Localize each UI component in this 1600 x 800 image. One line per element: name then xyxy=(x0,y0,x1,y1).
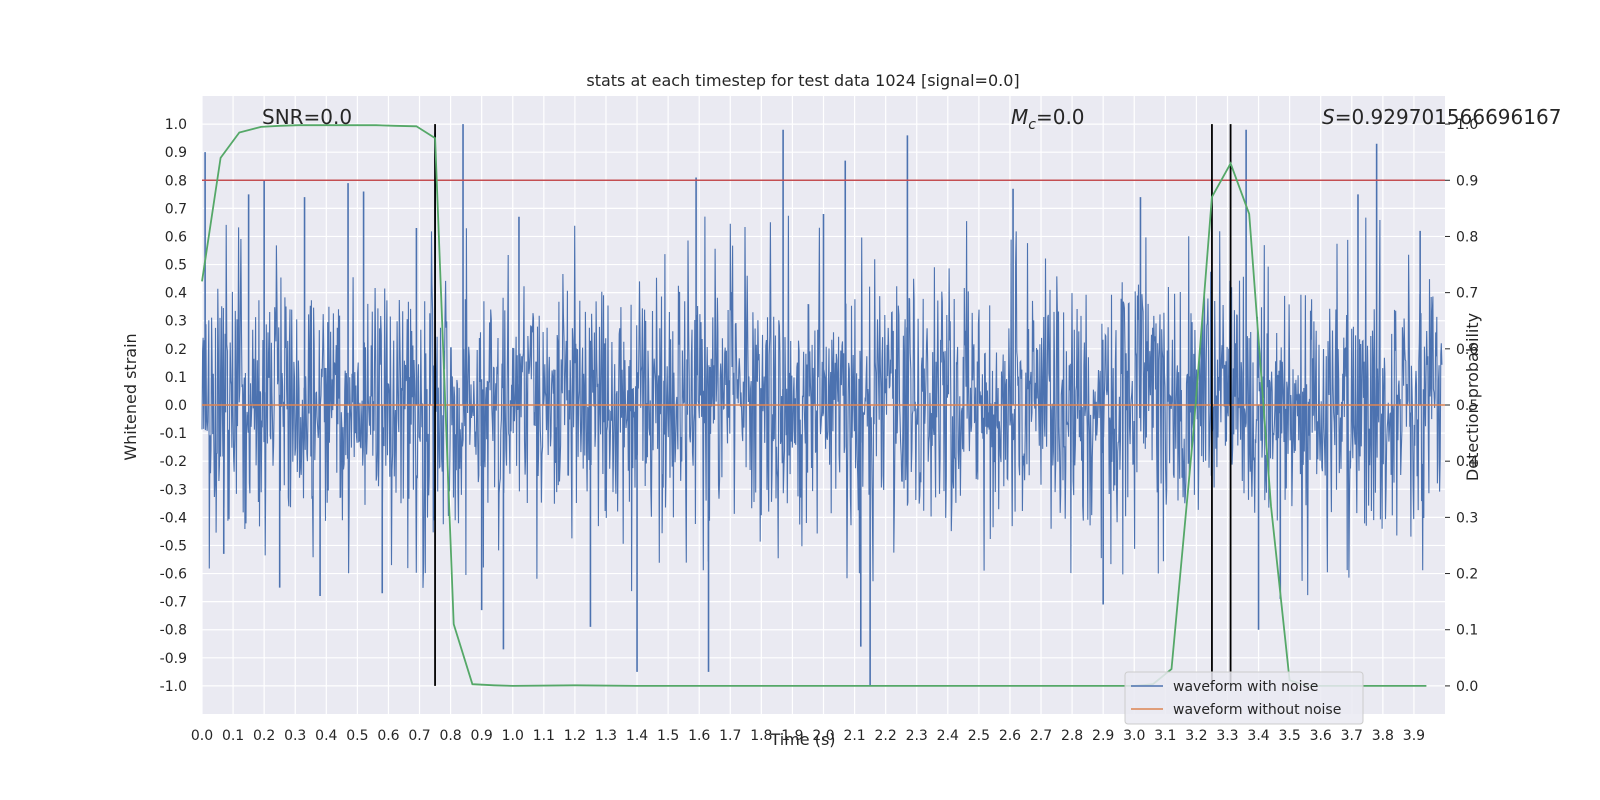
legend-label-clean: waveform without noise xyxy=(1173,702,1341,718)
y2-tick-label: 0.1 xyxy=(1456,623,1478,639)
y2-tick-label: 0.0 xyxy=(1456,679,1478,695)
y2-tick-label: 0.2 xyxy=(1456,567,1478,583)
x-tick-label: 2.6 xyxy=(999,728,1021,744)
x-tick-label: 1.0 xyxy=(502,728,524,744)
x-tick-label: 3.1 xyxy=(1154,728,1176,744)
x-tick-label: 3.4 xyxy=(1247,728,1269,744)
x-tick-label: 3.8 xyxy=(1372,728,1394,744)
x-tick-label: 1.8 xyxy=(750,728,772,744)
series-waveform-with-noise xyxy=(201,124,1443,686)
y-tick-label: 0.6 xyxy=(165,229,187,245)
x-tick-label: 1.1 xyxy=(533,728,555,744)
y2-tick-label: 0.9 xyxy=(1456,173,1478,189)
y-tick-label: 0.4 xyxy=(165,286,187,302)
x-tick-label: 2.5 xyxy=(968,728,990,744)
y-tick-label: 0.3 xyxy=(165,314,187,330)
x-tick-label: 2.4 xyxy=(937,728,959,744)
y2-tick-label: 1.0 xyxy=(1456,117,1478,133)
score-value: =0.929701566696167 xyxy=(1335,105,1562,129)
legend-box xyxy=(1124,671,1364,725)
x-tick-label: 2.8 xyxy=(1061,728,1083,744)
y-tick-label: -0.2 xyxy=(160,454,187,470)
y-tick-label: 0.7 xyxy=(165,201,187,217)
y2-axis-label: Detection probability xyxy=(1463,313,1482,481)
x-tick-label: 2.3 xyxy=(906,728,928,744)
chart-title: stats at each timestep for test data 102… xyxy=(586,71,1019,90)
x-tick-label: 1.7 xyxy=(719,728,741,744)
x-axis-label: Time (s) xyxy=(769,730,835,749)
chirp-mass-value: =0.0 xyxy=(1036,105,1085,129)
y2-tick-label: 0.5 xyxy=(1456,398,1478,414)
score-symbol: S xyxy=(1322,105,1335,129)
y-tick-label: -0.7 xyxy=(160,595,187,611)
y-tick-label: 0.8 xyxy=(165,173,187,189)
chirp-mass-annotation: Mc=0.0 xyxy=(1011,105,1085,133)
x-tick-label: 2.0 xyxy=(812,728,834,744)
x-tick-label: 0.0 xyxy=(191,728,213,744)
x-tick-label: 1.5 xyxy=(657,728,679,744)
y-tick-label: -0.4 xyxy=(160,510,187,526)
x-tick-label: 3.7 xyxy=(1341,728,1363,744)
y-tick-label: 0.5 xyxy=(165,258,187,274)
y2-tick-label: 0.7 xyxy=(1456,286,1478,302)
x-tick-label: 0.9 xyxy=(471,728,493,744)
series-detection-probability xyxy=(201,124,1427,687)
y-tick-label: -0.8 xyxy=(160,623,187,639)
y-axis-label: Whitened strain xyxy=(121,333,140,460)
x-tick-label: 3.0 xyxy=(1123,728,1145,744)
y-tick-label: -0.9 xyxy=(160,651,187,667)
x-tick-label: 0.7 xyxy=(408,728,430,744)
y-tick-label: 1.0 xyxy=(165,117,187,133)
noise-trace xyxy=(201,215,1443,596)
y2-tick-labels: 1.0 0.9 0.8 0.7 0.6 0.5 0.4 0.3 0.2 0.1 0.0 xyxy=(1445,117,1478,695)
x-tick-label: 3.5 xyxy=(1278,728,1300,744)
y-tick-label: -0.1 xyxy=(160,426,187,442)
x-tick-label: 3.3 xyxy=(1216,728,1238,744)
y2-tick-label: 0.3 xyxy=(1456,510,1478,526)
x-tick-label: 0.6 xyxy=(377,728,399,744)
x-tick-label: 2.7 xyxy=(1030,728,1052,744)
y2-tick-label: 0.6 xyxy=(1456,342,1478,358)
x-tick-label: 1.9 xyxy=(781,728,803,744)
x-tick-label: 1.6 xyxy=(688,728,710,744)
x-tick-label: 3.2 xyxy=(1185,728,1207,744)
y2-tick-label: 0.4 xyxy=(1456,454,1478,470)
x-tick-labels: 0.0 0.1 0.2 0.3 0.4 0.5 0.6 0.7 0.8 0.9 1.0 1.1 1.2 1… xyxy=(191,728,1425,744)
chirp-mass-symbol: M xyxy=(1011,105,1028,129)
y-tick-label: 0.0 xyxy=(165,398,187,414)
score-annotation: S=0.929701566696167 xyxy=(1322,105,1561,129)
y2-tick-label: 0.8 xyxy=(1456,229,1478,245)
y-tick-label: 0.9 xyxy=(165,145,187,161)
x-tick-label: 0.5 xyxy=(346,728,368,744)
x-tick-label: 3.9 xyxy=(1403,728,1425,744)
x-tick-label: 0.1 xyxy=(222,728,244,744)
legend: waveform with noise waveform without noi… xyxy=(1124,671,1364,725)
y-tick-labels: 1.0 0.9 0.8 0.7 0.6 0.5 0.4 0.3 0.2 0.1 0.0 -0.1 -0.… xyxy=(160,117,187,695)
x-tick-label: 0.8 xyxy=(439,728,461,744)
y-tick-label: -0.6 xyxy=(160,567,187,583)
x-tick-label: 2.1 xyxy=(843,728,865,744)
y-tick-label: -0.5 xyxy=(160,538,187,554)
x-tick-label: 0.3 xyxy=(284,728,306,744)
x-tick-label: 0.4 xyxy=(315,728,337,744)
snr-annotation: SNR=0.0 xyxy=(262,105,352,129)
legend-label-noisy: waveform with noise xyxy=(1173,679,1318,695)
x-tick-label: 2.2 xyxy=(875,728,897,744)
x-tick-label: 2.9 xyxy=(1092,728,1114,744)
x-tick-label: 1.2 xyxy=(564,728,586,744)
y-tick-label: 0.1 xyxy=(165,370,187,386)
x-tick-label: 0.2 xyxy=(253,728,275,744)
detection-markers xyxy=(434,124,1232,686)
x-tick-label: 3.6 xyxy=(1310,728,1332,744)
y-tick-label: 0.2 xyxy=(165,342,187,358)
x-tick-label: 1.4 xyxy=(626,728,648,744)
y-tick-label: -0.3 xyxy=(160,482,187,498)
y-tick-label: -1.0 xyxy=(160,679,187,695)
chirp-mass-subscript: c xyxy=(1028,117,1036,133)
x-tick-label: 1.3 xyxy=(595,728,617,744)
